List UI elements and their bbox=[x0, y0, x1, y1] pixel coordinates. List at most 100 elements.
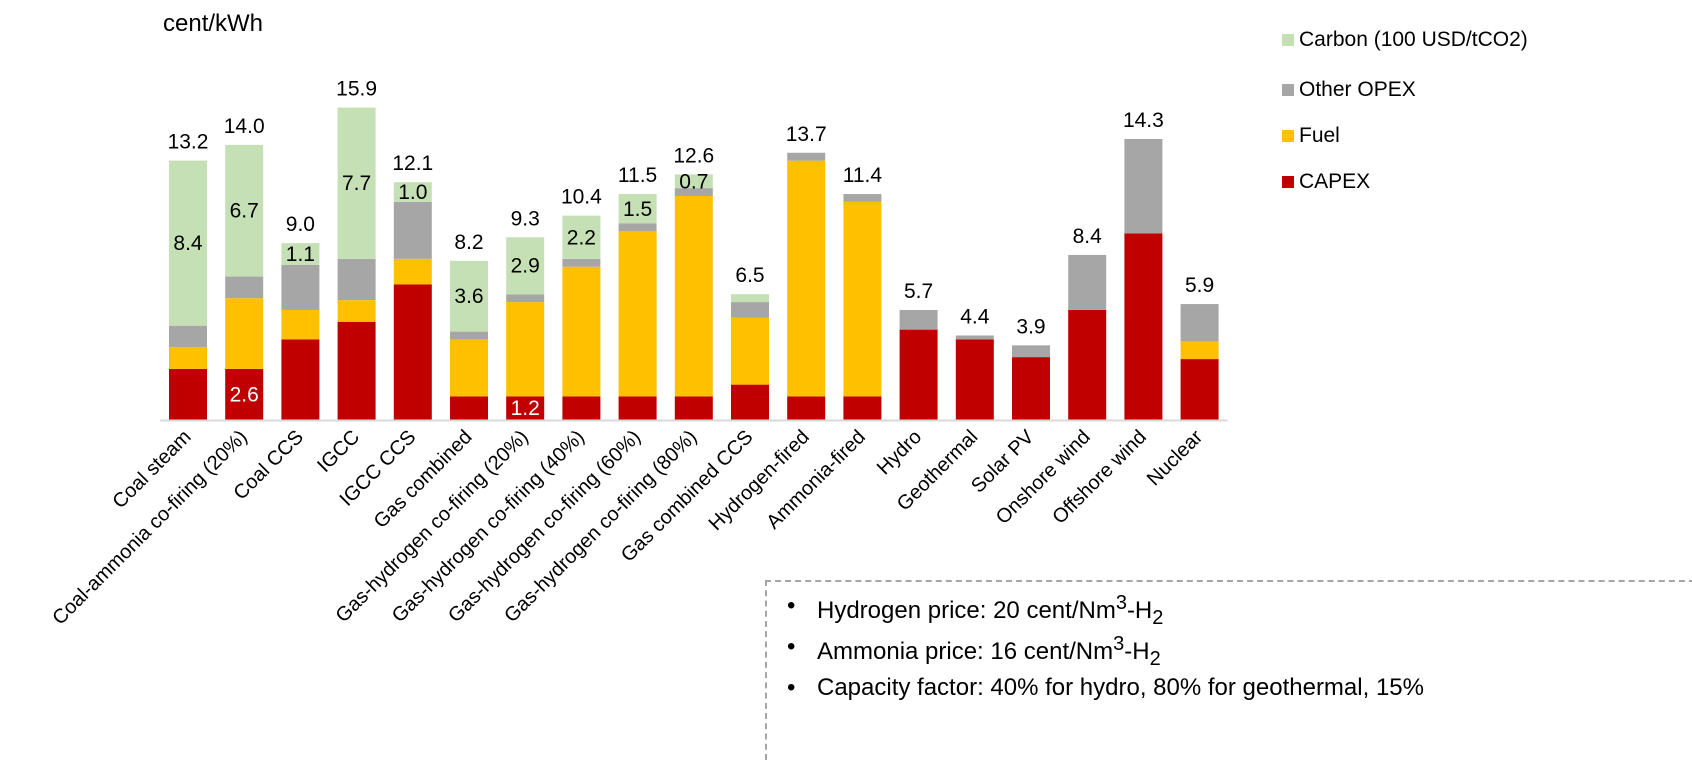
bar-segment-other-opex-gas-hydrogen-co-firing-40 bbox=[562, 258, 601, 267]
bar-segment-other-opex-geothermal bbox=[955, 335, 994, 340]
total-label-geothermal: 4.4 bbox=[960, 306, 990, 329]
segment-label-carbon-100-usd-tco2-gas-hydrogen-co-firing-40: 2.2 bbox=[567, 226, 596, 249]
total-label-coal-ammonia-co-firing-20: 14.0 bbox=[224, 115, 265, 138]
note-ammonia-price-sub: 2 bbox=[1149, 647, 1161, 670]
note-capacity-factor-text: Capacity factor: 40% for hydro, 80% for … bbox=[817, 673, 1424, 701]
total-label-coal-ccs: 9.0 bbox=[286, 213, 315, 236]
category-label-hydrogen-fired: Hydrogen-fired bbox=[705, 426, 814, 535]
total-label-gas-combined-ccs: 6.5 bbox=[735, 264, 764, 287]
bar-segment-other-opex-offshore-wind bbox=[1124, 139, 1163, 234]
note-ammonia-price-tail: -H bbox=[1124, 637, 1150, 665]
bar-segment-other-opex-solar-pv bbox=[1012, 345, 1050, 358]
bar-segment-other-opex-gas-hydrogen-co-firing-20 bbox=[506, 294, 545, 303]
legend-item-capex: CAPEX bbox=[1282, 170, 1370, 194]
bar-segment-other-opex-igcc-ccs bbox=[393, 201, 432, 259]
total-label-coal-steam: 13.2 bbox=[168, 131, 209, 154]
bar-segment-capex-ammonia-fired bbox=[843, 396, 882, 420]
legend-item-fuel: Fuel bbox=[1282, 124, 1340, 148]
total-label-gas-hydrogen-co-firing-20: 9.3 bbox=[511, 207, 540, 230]
bar-segment-capex-coal-ammonia-co-firing-20 bbox=[225, 368, 264, 420]
segment-label-carbon-100-usd-tco2-igcc-ccs: 1.0 bbox=[398, 181, 427, 204]
bar-segment-other-opex-nuclear bbox=[1180, 304, 1219, 342]
bar-segment-other-opex-igcc bbox=[337, 258, 376, 301]
y-unit-label: cent/kWh bbox=[163, 10, 264, 37]
bar-segment-capex-hydro bbox=[899, 329, 938, 420]
bar-segment-capex-coal-steam bbox=[169, 368, 207, 420]
bar-segment-fuel-igcc-ccs bbox=[393, 258, 432, 285]
bar-segment-fuel-hydrogen-fired bbox=[787, 160, 826, 397]
bar-segment-carbon-100-usd-tco2-gas-hydrogen-co-firing-80 bbox=[674, 174, 713, 189]
bar-segment-carbon-100-usd-tco2-igcc-ccs bbox=[393, 182, 432, 202]
category-label-hydro: Hydro bbox=[873, 426, 926, 479]
segment-label-carbon-100-usd-tco2-coal-ccs: 1.1 bbox=[286, 243, 315, 266]
bar-segment-other-opex-gas-combined bbox=[450, 331, 488, 340]
bar-segment-capex-gas-hydrogen-co-firing-40 bbox=[562, 396, 601, 420]
total-label-onshore-wind: 8.4 bbox=[1073, 225, 1103, 248]
bar-segment-other-opex-ammonia-fired bbox=[843, 194, 882, 202]
total-label-gas-combined: 8.2 bbox=[454, 231, 483, 254]
segment-label-carbon-100-usd-tco2-coal-ammonia-co-firing-20: 6.7 bbox=[230, 200, 259, 223]
bar-segment-other-opex-coal-ammonia-co-firing-20 bbox=[225, 276, 264, 299]
bar-segment-fuel-ammonia-fired bbox=[843, 201, 882, 397]
segment-label-carbon-100-usd-tco2-gas-hydrogen-co-firing-60: 1.5 bbox=[623, 198, 652, 221]
bar-segment-carbon-100-usd-tco2-gas-combined bbox=[450, 260, 488, 332]
bar-segment-capex-offshore-wind bbox=[1124, 233, 1163, 420]
legend-label-fuel: Fuel bbox=[1299, 124, 1340, 147]
note-ammonia-price-sup: 3 bbox=[1113, 632, 1125, 655]
bar-segment-fuel-gas-combined bbox=[450, 339, 488, 397]
total-label-hydrogen-fired: 13.7 bbox=[786, 123, 827, 146]
bar-segment-other-opex-coal-steam bbox=[169, 325, 207, 348]
bar-segment-capex-gas-combined bbox=[450, 396, 488, 420]
total-label-nuclear: 5.9 bbox=[1185, 274, 1214, 297]
total-label-igcc: 15.9 bbox=[336, 78, 377, 101]
bar-segment-capex-solar-pv bbox=[1012, 357, 1050, 420]
total-label-gas-hydrogen-co-firing-80: 12.6 bbox=[673, 144, 714, 167]
bar-segment-carbon-100-usd-tco2-gas-hydrogen-co-firing-20 bbox=[506, 237, 545, 295]
legend-item-carbon: Carbon (100 USD/tCO2) bbox=[1282, 28, 1528, 52]
segment-label-carbon-100-usd-tco2-gas-combined: 3.6 bbox=[454, 285, 483, 308]
bar-segment-other-opex-gas-hydrogen-co-firing-60 bbox=[618, 223, 657, 232]
segment-label-carbon-100-usd-tco2-gas-hydrogen-co-firing-20: 2.9 bbox=[511, 255, 540, 278]
bar-segment-capex-gas-hydrogen-co-firing-20 bbox=[506, 396, 545, 420]
segment-label-carbon-100-usd-tco2-coal-steam: 8.4 bbox=[173, 232, 203, 255]
segment-label-capex-coal-ammonia-co-firing-20: 2.6 bbox=[230, 383, 259, 406]
assumptions-notes-box: Hydrogen price: 20 cent/Nm3-H2 Ammonia p… bbox=[765, 580, 1692, 760]
bar-segment-carbon-100-usd-tco2-gas-hydrogen-co-firing-40 bbox=[562, 215, 601, 259]
category-label-igcc: IGCC bbox=[313, 426, 364, 477]
bar-segment-other-opex-hydrogen-fired bbox=[787, 152, 826, 161]
bar-segment-capex-igcc bbox=[337, 321, 376, 420]
legend-swatch-other-opex bbox=[1282, 84, 1294, 96]
bar-segment-other-opex-gas-combined-ccs bbox=[731, 302, 769, 318]
bar-segment-fuel-igcc bbox=[337, 300, 376, 322]
bar-segment-carbon-100-usd-tco2-coal-steam bbox=[169, 160, 207, 326]
bar-segment-carbon-100-usd-tco2-igcc bbox=[337, 107, 376, 259]
note-ammonia-price-text: Ammonia price: 16 cent/Nm bbox=[817, 637, 1114, 665]
note-capacity-factor: Capacity factor: 40% for hydro, 80% for … bbox=[787, 674, 1692, 702]
bar-segment-capex-gas-combined-ccs bbox=[731, 384, 769, 420]
total-label-ammonia-fired: 11.4 bbox=[843, 164, 883, 187]
segment-label-carbon-100-usd-tco2-igcc: 7.7 bbox=[342, 172, 371, 195]
category-label-nuclear: Nuclear bbox=[1143, 426, 1208, 491]
note-ammonia-price: Ammonia price: 16 cent/Nm3-H2 bbox=[787, 633, 1692, 671]
legend-swatch-capex bbox=[1282, 176, 1294, 188]
bar-segment-other-opex-coal-ccs bbox=[281, 264, 320, 310]
bar-segment-fuel-nuclear bbox=[1180, 341, 1219, 360]
bar-segment-other-opex-gas-hydrogen-co-firing-80 bbox=[674, 188, 713, 196]
bar-segment-fuel-coal-steam bbox=[169, 347, 207, 369]
total-label-solar-pv: 3.9 bbox=[1016, 315, 1045, 338]
bar-segment-capex-gas-hydrogen-co-firing-80 bbox=[674, 396, 713, 420]
category-label-gas-combined: Gas combined bbox=[370, 426, 477, 533]
bar-segment-capex-gas-hydrogen-co-firing-60 bbox=[618, 396, 657, 420]
legend-swatch-fuel bbox=[1282, 130, 1294, 142]
total-label-hydro: 5.7 bbox=[904, 280, 933, 303]
bar-segment-carbon-100-usd-tco2-gas-combined-ccs bbox=[731, 294, 769, 303]
legend-swatch-carbon bbox=[1282, 34, 1294, 46]
bar-segment-fuel-gas-hydrogen-co-firing-40 bbox=[562, 266, 601, 397]
legend-label-capex: CAPEX bbox=[1299, 170, 1371, 193]
bar-segment-fuel-gas-hydrogen-co-firing-20 bbox=[506, 302, 545, 397]
stacked-bar-chart: 13.2 14.0 9.0 15.9 12.1 8.2 9.3 10.4 11.5 12.6 6.5… bbox=[48, 78, 1228, 629]
bar-segment-capex-nuclear bbox=[1180, 359, 1219, 420]
total-label-gas-hydrogen-co-firing-40: 10.4 bbox=[561, 186, 602, 209]
bar-segment-other-opex-onshore-wind bbox=[1068, 254, 1107, 310]
bar-segment-fuel-gas-hydrogen-co-firing-80 bbox=[674, 195, 713, 397]
